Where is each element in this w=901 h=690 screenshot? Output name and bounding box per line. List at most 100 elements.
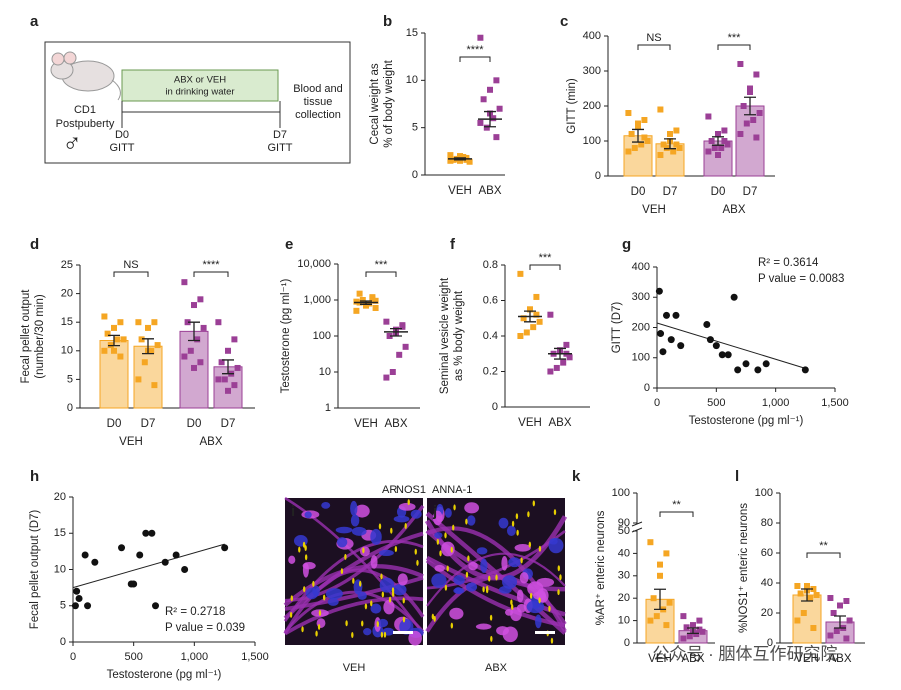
y-tick-label: 100 xyxy=(612,487,630,499)
cell xyxy=(359,546,370,557)
cell xyxy=(548,537,564,554)
ar-spot xyxy=(304,545,307,552)
data-point xyxy=(666,599,673,606)
significance-bracket xyxy=(113,271,149,277)
ar-spot xyxy=(489,614,493,621)
data-point xyxy=(75,595,83,602)
data-point xyxy=(563,341,570,348)
cell xyxy=(357,591,367,600)
y-tick-label: 10 xyxy=(54,563,66,575)
cell xyxy=(536,577,555,587)
ar-spot xyxy=(322,594,326,601)
y-axis-label: as % body weight xyxy=(453,290,465,381)
x-tick-label: 500 xyxy=(707,397,725,409)
ar-spot xyxy=(510,604,514,611)
ar-spot xyxy=(515,513,519,520)
test-label: GITT xyxy=(109,142,134,154)
ar-spot xyxy=(559,574,562,581)
y-axis-label: Cecal weight as xyxy=(369,63,381,144)
ar-spot xyxy=(557,589,560,596)
ar-spot xyxy=(380,631,384,638)
x-tick-label: 1,500 xyxy=(241,651,269,663)
x-axis-label: Testosterone (pg ml⁻¹) xyxy=(107,669,222,681)
data-point xyxy=(383,374,390,381)
data-point xyxy=(152,602,160,610)
data-point xyxy=(447,157,454,164)
y-axis-label: Fecal pellet output xyxy=(20,289,32,384)
x-tick-label: VEH xyxy=(354,418,378,430)
data-point xyxy=(457,157,463,164)
stat-annotation: R² = 0.3614 xyxy=(758,257,819,269)
y-tick-label: 40 xyxy=(761,577,773,589)
ar-spot xyxy=(390,527,393,534)
data-point xyxy=(527,306,533,313)
cell xyxy=(467,515,476,526)
image-label: ABX xyxy=(485,662,508,674)
image-label: VEH xyxy=(343,662,366,674)
y-tick-label: 20 xyxy=(61,288,73,300)
data-point xyxy=(517,270,524,277)
ar-spot xyxy=(364,603,368,610)
x-tick-label: 1,000 xyxy=(762,397,790,409)
y-tick-label: 1 xyxy=(325,402,331,414)
subject-label: CD1 xyxy=(74,104,96,116)
cell xyxy=(393,515,410,523)
x-tick-label: D0 xyxy=(107,418,122,430)
fit-line xyxy=(656,322,806,369)
cell xyxy=(370,528,382,545)
y-tick-label: 60 xyxy=(761,547,773,559)
y-tick-label: 0.4 xyxy=(483,330,498,342)
data-point xyxy=(389,369,396,375)
ar-spot xyxy=(388,596,392,603)
data-point xyxy=(742,360,750,368)
cell xyxy=(288,555,296,564)
cell xyxy=(399,619,414,635)
error-bar xyxy=(108,334,120,347)
y-axis-label: Seminal vesicle weight xyxy=(439,277,451,394)
ar-spot xyxy=(439,550,442,557)
data-point xyxy=(705,113,712,120)
data-point xyxy=(827,632,834,639)
cell xyxy=(354,504,370,518)
cell xyxy=(370,603,382,614)
error-bar xyxy=(654,588,666,611)
data-point xyxy=(145,324,151,331)
ar-spot xyxy=(352,577,355,584)
ar-spot xyxy=(378,523,382,530)
data-point xyxy=(517,333,524,339)
error-bar xyxy=(524,310,536,323)
ar-spot xyxy=(485,585,489,592)
ar-spot xyxy=(298,546,301,553)
ar-spot xyxy=(376,620,379,627)
ar-spot xyxy=(370,600,373,607)
ar-spot xyxy=(394,545,398,552)
watermark: 公众号 · 胭体互作研究院 xyxy=(652,644,837,663)
scale-bar xyxy=(535,631,555,634)
x-tick-label: ABX xyxy=(828,653,851,665)
error-bar xyxy=(222,359,234,375)
fiber xyxy=(425,558,566,628)
cell xyxy=(410,509,422,519)
subject-label: Postpuberty xyxy=(56,118,115,130)
data-point xyxy=(136,551,144,559)
y-axis-label: % of body weight xyxy=(383,59,395,147)
data-point xyxy=(830,610,837,616)
cell xyxy=(434,532,443,539)
data-point xyxy=(231,382,238,389)
data-point xyxy=(708,138,715,144)
data-point xyxy=(142,529,150,537)
data-point xyxy=(625,148,632,155)
significance-label: *** xyxy=(728,32,742,44)
data-point xyxy=(647,539,654,546)
data-point xyxy=(460,154,467,161)
x-tick-label: ABX xyxy=(384,418,407,430)
fit-line xyxy=(72,543,225,589)
error-bar xyxy=(712,136,724,146)
stain-legend: ANNA-1 xyxy=(432,484,472,496)
y-tick-label: 100 xyxy=(632,352,650,364)
ar-spot xyxy=(302,586,306,593)
error-bar xyxy=(142,338,154,355)
ar-spot xyxy=(344,553,347,560)
data-point xyxy=(161,558,169,566)
